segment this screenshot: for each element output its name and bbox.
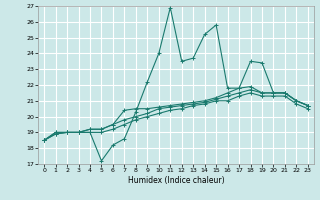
X-axis label: Humidex (Indice chaleur): Humidex (Indice chaleur) — [128, 176, 224, 185]
